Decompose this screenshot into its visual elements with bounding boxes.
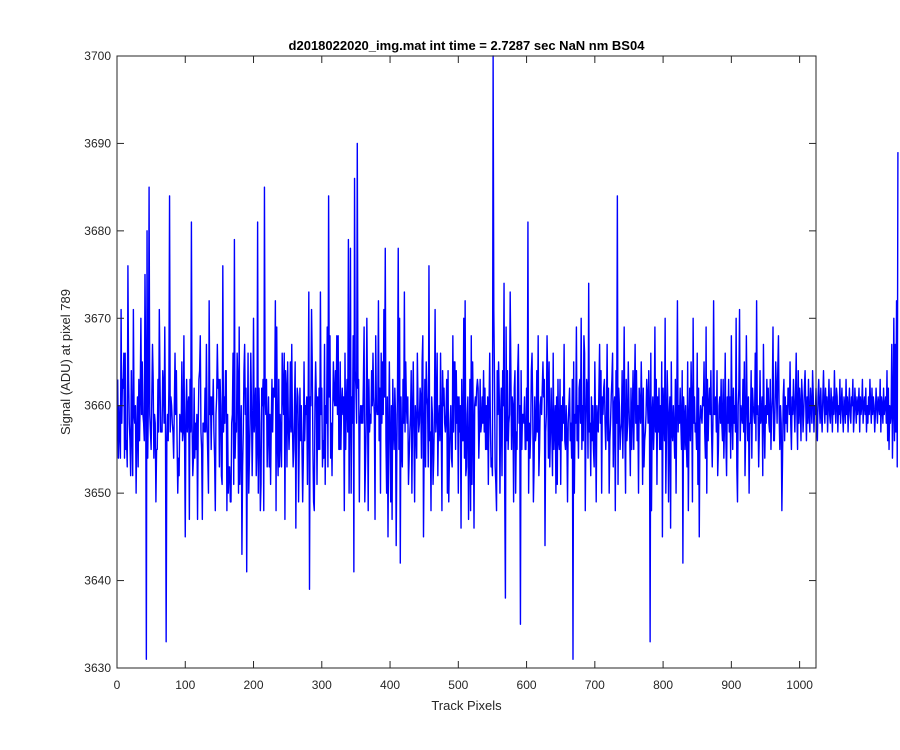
x-tick-label: 500 xyxy=(448,678,468,692)
y-tick-label: 3680 xyxy=(84,224,111,238)
x-tick-label: 900 xyxy=(721,678,741,692)
y-tick-label: 3670 xyxy=(84,311,111,325)
x-axis: 0 100 200 300 400 500 600 700 800 900 1000 xyxy=(114,56,813,692)
chart-title: d2018022020_img.mat int time = 2.7287 se… xyxy=(289,38,646,53)
y-tick-label: 3690 xyxy=(84,136,111,150)
x-axis-title: Track Pixels xyxy=(431,698,502,713)
x-tick-label: 800 xyxy=(653,678,673,692)
y-tick-label: 3650 xyxy=(84,486,111,500)
x-tick-label: 400 xyxy=(380,678,400,692)
y-axis-title: Signal (ADU) at pixel 789 xyxy=(58,289,73,435)
y-tick-label: 3700 xyxy=(84,49,111,63)
y-tick-label: 3630 xyxy=(84,661,111,675)
x-tick-label: 600 xyxy=(517,678,537,692)
series-layer xyxy=(116,55,899,660)
y-tick-label: 3660 xyxy=(84,399,111,413)
x-tick-label: 0 xyxy=(114,678,121,692)
x-tick-label: 200 xyxy=(244,678,264,692)
x-tick-label: 1000 xyxy=(786,678,813,692)
x-tick-label: 100 xyxy=(175,678,195,692)
x-tick-label: 300 xyxy=(312,678,332,692)
y-axis: 3630 3640 3650 3660 3670 3680 3690 3700 xyxy=(84,49,816,675)
plot-area-frame xyxy=(116,55,817,669)
x-tick-label: 700 xyxy=(585,678,605,692)
series-line-0 xyxy=(116,55,899,660)
y-tick-label: 3640 xyxy=(84,574,111,588)
